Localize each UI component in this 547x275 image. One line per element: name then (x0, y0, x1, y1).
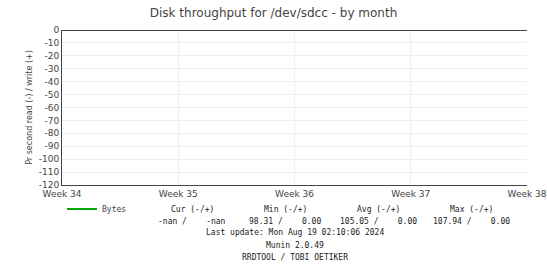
svg-text:RRDTOOL / TOBI OETIKER: RRDTOOL / TOBI OETIKER (242, 253, 348, 262)
svg-text:-110: -110 (39, 167, 60, 177)
svg-text:Min (-/+): Min (-/+) (264, 205, 307, 214)
svg-text:Disk throughput for /dev/sdcc: Disk throughput for /dev/sdcc - by month (150, 6, 398, 20)
svg-text:Bytes: Bytes (102, 205, 126, 214)
svg-text:107.94 / 0.00: 107.94 / 0.00 (433, 217, 510, 226)
svg-text:Pr second read (-) / write (+): Pr second read (-) / write (+) (25, 50, 34, 165)
svg-text:Avg (-/+): Avg (-/+) (357, 205, 400, 214)
svg-text:-10: -10 (44, 38, 59, 48)
svg-text:-70: -70 (44, 116, 59, 126)
svg-text:-80: -80 (44, 128, 59, 138)
svg-text:-90: -90 (44, 141, 59, 151)
svg-text:-120: -120 (39, 180, 60, 190)
svg-text:-20: -20 (44, 51, 59, 61)
svg-text:Munin 2.0.49: Munin 2.0.49 (266, 241, 324, 250)
svg-text:98.31 / 0.00: 98.31 / 0.00 (249, 217, 321, 226)
svg-text:-50: -50 (44, 90, 59, 100)
svg-text:-100: -100 (39, 154, 60, 164)
svg-text:Week 36: Week 36 (275, 189, 314, 199)
svg-text:-40: -40 (44, 77, 59, 87)
svg-text:-60: -60 (44, 103, 59, 113)
svg-text:Cur (-/+): Cur (-/+) (171, 205, 214, 214)
svg-text:-nan / -nan: -nan / -nan (158, 217, 226, 226)
svg-text:Week 34: Week 34 (43, 189, 82, 199)
svg-text:Week 35: Week 35 (159, 189, 198, 199)
svg-text:Week 38: Week 38 (508, 189, 547, 199)
svg-text:Max (-/+): Max (-/+) (450, 205, 493, 214)
svg-text:Week 37: Week 37 (391, 189, 430, 199)
svg-text:105.05 / 0.00: 105.05 / 0.00 (340, 217, 417, 226)
svg-text:0: 0 (53, 25, 59, 35)
svg-text:Last update: Mon Aug 19 02:10:: Last update: Mon Aug 19 02:10:06 2024 (206, 228, 384, 237)
svg-text:-30: -30 (44, 64, 59, 74)
